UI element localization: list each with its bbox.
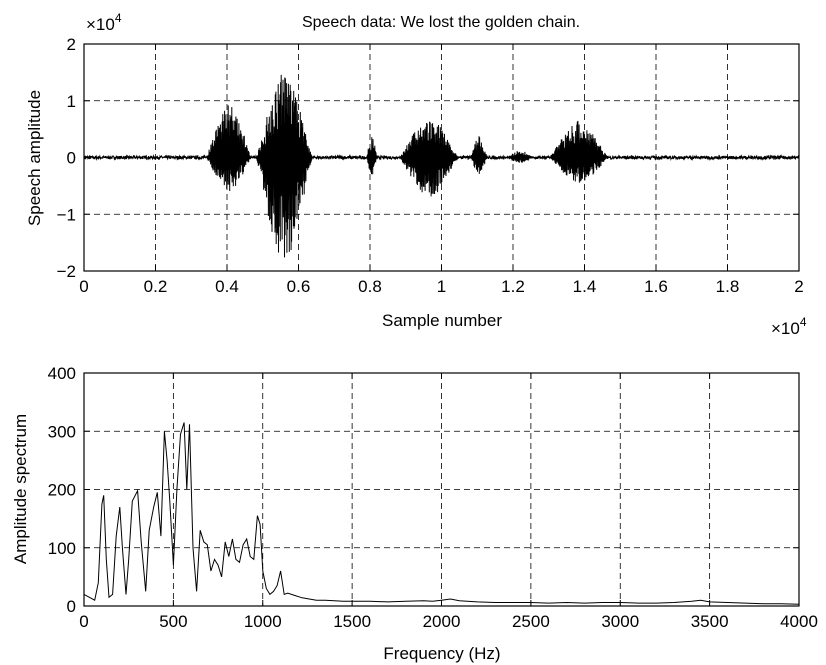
chart1-x-tick-label: 1.4	[573, 277, 597, 296]
chart1-y-tick-label: 1	[67, 92, 76, 111]
speech-waveform-panel: Speech data: We lost the golden chain. ×…	[25, 11, 807, 338]
chart1-waveform-line	[83, 74, 800, 258]
chart2-x-tick-label: 1500	[333, 612, 371, 631]
chart1-x-tick-label: 2	[794, 277, 803, 296]
chart2-x-tick-label: 3000	[601, 612, 639, 631]
chart2-y-tick-label: 200	[48, 481, 76, 500]
chart1-y-exponent-base: ×10	[86, 15, 115, 34]
chart1-y-exponent: ×104	[86, 11, 122, 34]
chart1-x-exponent: ×104	[771, 315, 807, 338]
chart2-x-tick-label: 2000	[423, 612, 461, 631]
chart1-x-tick-label: 0.2	[144, 277, 168, 296]
chart2-x-tick-label: 500	[159, 612, 187, 631]
chart2-x-tick-label: 3500	[691, 612, 729, 631]
chart2-spectrum	[83, 422, 800, 605]
chart1-y-tick-label: −1	[57, 205, 76, 224]
chart2-y-tick-label: 300	[48, 422, 76, 441]
chart1-x-tick-label: 0.6	[287, 277, 311, 296]
chart1-x-axis-label: Sample number	[382, 311, 502, 330]
chart2-x-axis-label: Frequency (Hz)	[383, 644, 500, 663]
chart1-x-tick-label: 0	[79, 277, 88, 296]
chart2-y-tick-label: 0	[67, 597, 76, 616]
chart1-x-tick-label: 1.2	[501, 277, 525, 296]
chart2-y-tick-label: 400	[48, 364, 76, 383]
chart2-x-tick-label: 0	[79, 612, 88, 631]
chart1-y-tick-label: −2	[57, 262, 76, 281]
chart1-y-exponent-power: 4	[115, 11, 122, 25]
chart1-x-exponent-power: 4	[800, 315, 807, 329]
chart1-y-tick-label: 0	[67, 149, 76, 168]
chart2-x-tick-label: 4000	[780, 612, 818, 631]
chart1-x-exponent-base: ×10	[771, 319, 800, 338]
chart2-y-tick-label: 100	[48, 539, 76, 558]
chart2-y-axis-label: Amplitude spectrum	[11, 414, 30, 564]
chart1-x-tick-label: 1	[437, 277, 446, 296]
chart2-spectrum-line	[83, 422, 800, 605]
chart1-x-tick-label: 1.6	[644, 277, 668, 296]
chart1-x-tick-label: 0.8	[358, 277, 382, 296]
chart1-waveform	[83, 74, 800, 258]
chart2-x-tick-label: 1000	[244, 612, 282, 631]
chart1-x-tick-label: 1.8	[716, 277, 740, 296]
chart1-y-axis-label: Speech amplitude	[25, 90, 44, 226]
chart1-y-tick-label: 2	[67, 35, 76, 54]
chart1-title: Speech data: We lost the golden chain.	[302, 14, 580, 31]
chart1-x-tick-label: 0.4	[215, 277, 239, 296]
amplitude-spectrum-panel: 0 500 1000 1500 2000 2500 3000 3500 4000 0 100 200 3…	[11, 364, 818, 663]
chart1-ticks: 0 0.2 0.4 0.6 0.8 1 1.2 1.4 1.6 1.8 2 −2 −1 0 1 2	[57, 35, 804, 296]
chart2-x-tick-label: 2500	[512, 612, 550, 631]
chart2-ticks: 0 500 1000 1500 2000 2500 3000 3500 4000 0 100 200 3…	[48, 364, 818, 631]
